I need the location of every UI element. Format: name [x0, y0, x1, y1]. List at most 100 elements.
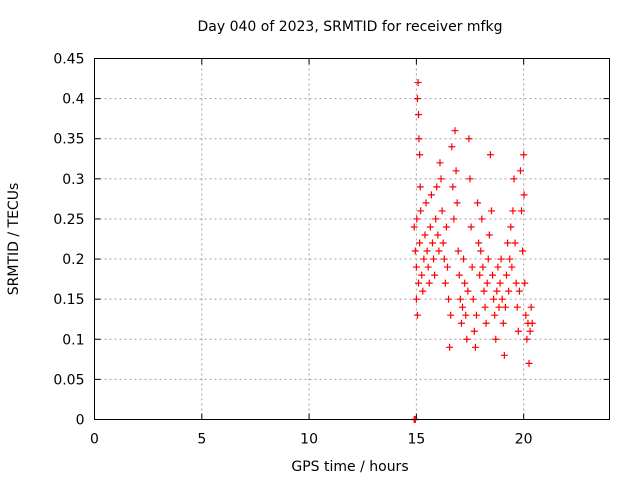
data-point — [450, 215, 458, 223]
data-point — [410, 223, 418, 231]
y-tick-label: 0.05 — [53, 372, 84, 388]
data-point — [471, 343, 479, 351]
data-point — [415, 111, 423, 119]
data-point — [509, 207, 517, 215]
y-tick-label: 0.4 — [62, 92, 84, 108]
data-point — [423, 247, 431, 255]
data-point — [414, 79, 422, 87]
data-point — [501, 303, 509, 311]
data-point — [475, 239, 483, 247]
data-point — [494, 263, 502, 271]
data-point — [432, 215, 440, 223]
data-point — [416, 183, 424, 191]
data-point — [474, 199, 482, 207]
data-point — [520, 191, 528, 199]
data-point — [476, 271, 484, 279]
x-tick-label: 0 — [90, 432, 99, 448]
data-point — [461, 279, 469, 287]
data-point — [418, 271, 426, 279]
data-point — [464, 287, 472, 295]
data-point — [413, 215, 421, 223]
data-point — [518, 207, 526, 215]
data-point — [482, 319, 490, 327]
data-point — [481, 303, 489, 311]
chart-title: Day 040 of 2023, SRMTID for receiver mfk… — [198, 19, 503, 35]
data-point — [443, 263, 451, 271]
data-point — [460, 255, 468, 263]
axis-ticks: 0 0.05 0.1 0.15 0.2 0.25 0.3 0.35 0.4 0.45 0 5 10 15 2… — [53, 52, 610, 448]
data-point — [486, 151, 494, 159]
data-point — [441, 279, 449, 287]
data-point — [433, 183, 441, 191]
data-point — [452, 167, 460, 175]
data-point — [422, 199, 430, 207]
data-point — [451, 127, 459, 135]
data-point — [457, 319, 465, 327]
x-tick-label: 15 — [407, 432, 425, 448]
data-point — [523, 335, 531, 343]
y-axis-label: SRMTID / TECUs — [6, 183, 22, 296]
data-point — [499, 319, 507, 327]
data-point — [520, 151, 528, 159]
y-tick-label: 0.45 — [53, 52, 84, 68]
data-point — [468, 263, 476, 271]
data-point — [431, 271, 439, 279]
data-point — [467, 223, 475, 231]
data-point — [492, 335, 500, 343]
data-point — [426, 223, 434, 231]
y-tick-label: 0 — [76, 413, 85, 429]
data-point — [513, 303, 521, 311]
data-point — [491, 311, 499, 319]
y-tick-label: 0.1 — [62, 332, 84, 348]
data-point — [413, 311, 421, 319]
data-point — [504, 239, 512, 247]
data-point — [480, 287, 488, 295]
grid-lines — [94, 58, 610, 420]
data-point — [425, 279, 433, 287]
data-point — [485, 231, 493, 239]
data-point — [456, 295, 464, 303]
data-point — [493, 287, 501, 295]
data-point — [516, 167, 524, 175]
x-tick-label: 5 — [197, 432, 206, 448]
data-point — [479, 263, 487, 271]
data-point — [447, 311, 455, 319]
data-point — [466, 175, 474, 183]
data-points — [410, 79, 536, 423]
data-point — [525, 359, 533, 367]
data-point — [446, 343, 454, 351]
data-point — [439, 239, 447, 247]
x-axis-label: GPS time / hours — [291, 459, 408, 475]
data-point — [413, 95, 421, 103]
x-tick-label: 10 — [300, 432, 318, 448]
data-point — [519, 247, 527, 255]
data-point — [424, 263, 432, 271]
data-point — [500, 351, 508, 359]
data-point — [448, 143, 456, 151]
data-point — [430, 255, 438, 263]
data-point — [462, 311, 470, 319]
data-point — [507, 223, 515, 231]
data-point — [487, 207, 495, 215]
data-point — [527, 303, 535, 311]
data-point — [421, 231, 429, 239]
data-point — [417, 207, 425, 215]
data-point — [469, 295, 477, 303]
data-point — [478, 215, 486, 223]
data-point — [472, 311, 480, 319]
data-point — [415, 279, 423, 287]
data-point — [442, 223, 450, 231]
data-point — [512, 279, 520, 287]
data-point — [522, 311, 530, 319]
data-point — [495, 303, 503, 311]
data-point — [496, 279, 504, 287]
data-point — [515, 287, 523, 295]
data-point — [440, 255, 448, 263]
y-tick-label: 0.25 — [53, 212, 84, 228]
data-point — [498, 295, 506, 303]
data-point — [483, 279, 491, 287]
data-point — [416, 239, 424, 247]
y-tick-label: 0.15 — [53, 292, 84, 308]
data-point — [465, 135, 473, 143]
data-point — [503, 271, 510, 279]
